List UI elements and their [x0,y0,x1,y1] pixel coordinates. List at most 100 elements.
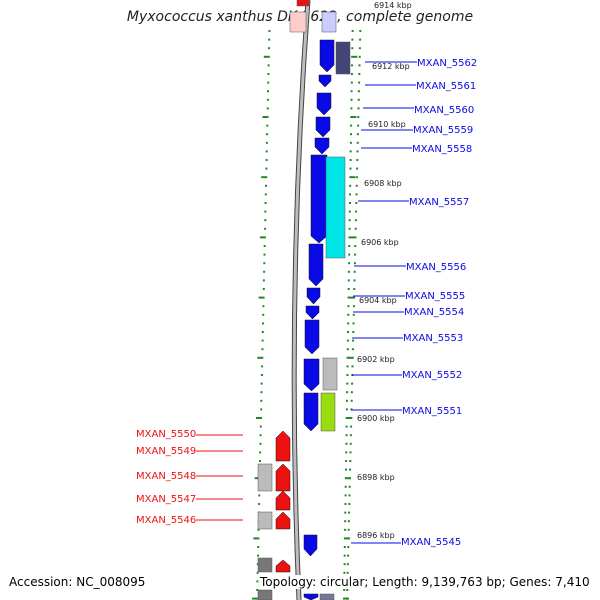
gene-label-right[interactable]: MXAN_5559 [413,125,473,136]
ruler-tick [345,417,352,419]
forward-gene-feature[interactable] [308,243,324,287]
gene-label-right[interactable]: MXAN_5552 [402,370,462,381]
kbp-tick-labels: 6914 kbp 6912 kbp 6910 kbp 6908 kbp 6906 kbp… [357,1,412,540]
forward-gene-feature[interactable] [304,319,320,355]
reverse-gene-feature[interactable] [275,490,291,511]
reverse-gene-feature[interactable] [275,430,291,462]
ruler-tick [261,365,264,368]
ruler-tick [350,116,357,118]
gene-label-left[interactable]: MXAN_5549 [136,446,196,457]
ruler-tick [343,563,346,566]
forward-gene-feature[interactable] [319,39,335,73]
forward-gene-feature[interactable] [316,92,332,116]
ruler-tick [350,408,353,411]
ruler-tick [357,98,360,101]
ruler-tick [254,477,261,480]
gene-label-right[interactable]: MXAN_5553 [403,333,463,344]
ruler-tick [256,580,259,583]
ruler-tick [346,356,353,359]
gray-feature[interactable] [257,557,273,573]
forward-gene-feature[interactable] [303,593,319,600]
ruler-tick [265,159,268,161]
ruler-tick [348,253,351,256]
ruler-tick [347,305,350,308]
reverse-gene-feature[interactable] [275,559,291,573]
gray-feature[interactable] [257,589,273,600]
ruler-tick [345,408,348,411]
ruler-tick [351,365,354,368]
reverse-gene-feature[interactable] [296,0,310,7]
ruler-tick [259,460,261,462]
ruler-tick [260,408,263,411]
ruler-tick [347,313,350,316]
ruler-tick [262,288,265,290]
ruler-tick [350,107,353,110]
ruler-tick [347,331,349,333]
ruler-tick [256,589,259,591]
ruler-tick [261,339,264,342]
gene-label-right[interactable]: MXAN_5562 [417,58,477,69]
faded-feature[interactable] [321,11,337,33]
forward-gene-feature[interactable] [306,287,321,305]
gene-label-left[interactable]: MXAN_5547 [136,494,196,505]
forward-gene-feature[interactable] [318,74,332,88]
forward-gene-feature[interactable] [310,154,328,244]
ruler-tick [267,73,270,75]
ruler-tick [260,391,263,394]
gene-label-right[interactable]: MXAN_5557 [409,197,469,208]
forward-gene-feature[interactable] [303,358,320,392]
ruler-tick [346,365,349,368]
highlight-feature[interactable] [320,392,336,432]
ruler-tick [347,537,350,540]
ruler-tick [349,167,352,170]
ruler-tick [346,374,349,376]
gray-feature[interactable] [257,511,273,530]
gene-label-left[interactable]: MXAN_5550 [136,429,196,440]
forward-gene-feature[interactable] [303,534,318,557]
ruler-tick [351,30,354,32]
gene-label-right[interactable]: MXAN_5551 [402,406,462,417]
ruler-tick [349,468,352,471]
gene-label-right[interactable]: MXAN_5561 [416,81,476,92]
ruler-tick [265,184,267,187]
gene-label-right[interactable]: MXAN_5556 [406,262,466,273]
faded-feature[interactable] [289,11,307,33]
ruler-tick [268,30,271,32]
gene-label-right[interactable]: MXAN_5558 [412,144,472,155]
ruler-tick [353,296,356,299]
gene-label-left[interactable]: MXAN_5546 [136,515,196,526]
ruler-tick [260,399,263,402]
reverse-gene-feature[interactable] [275,463,291,492]
gray-feature[interactable] [319,593,335,600]
kbp-tick-label: 6912 kbp [372,62,410,71]
ruler-tick [264,210,267,213]
forward-gene-feature[interactable] [303,392,319,432]
dark-feature[interactable] [335,41,351,75]
ruler-tick [346,589,349,591]
gene-label-right[interactable]: MXAN_5560 [414,105,474,116]
reverse-gene-feature[interactable] [275,511,291,530]
highlight-feature[interactable] [325,156,346,259]
ruler-tick [268,38,271,41]
gene-label-right[interactable]: MXAN_5555 [405,291,465,302]
ruler-tick [264,219,267,222]
forward-gene-feature[interactable] [315,116,331,138]
ruler-tick [355,202,358,204]
gene-label-right[interactable]: MXAN_5545 [401,537,461,548]
gene-label-left[interactable]: MXAN_5548 [136,471,196,482]
ruler-tick [354,219,357,222]
forward-gene-feature[interactable] [305,305,320,320]
kbp-tick-label: 6908 kbp [364,179,402,188]
ruler-tick [343,597,349,600]
ruler-tick [257,528,260,531]
gene-label-right[interactable]: MXAN_5554 [404,307,464,318]
ruler-tick [351,55,358,58]
ruler-tick [346,399,348,402]
gray-feature[interactable] [257,463,273,492]
forward-gene-feature[interactable] [314,137,330,155]
ruler-tick [267,81,270,84]
gray-feature[interactable] [322,357,338,391]
ruler-tick [349,176,356,179]
ruler-tick [350,133,352,136]
